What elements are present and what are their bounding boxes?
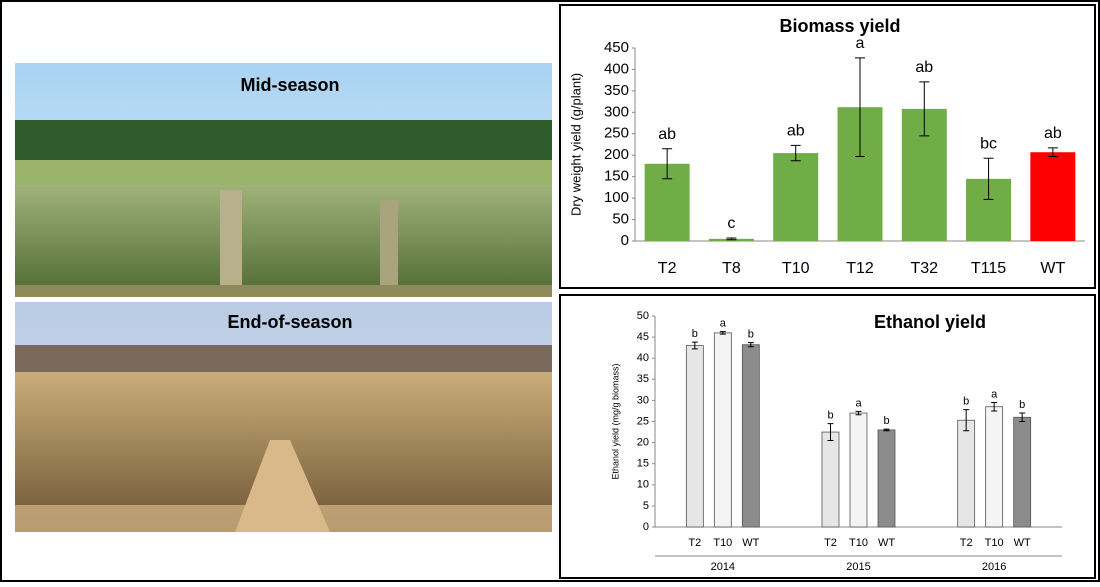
x-tick-label: T10 — [985, 537, 1004, 549]
bar — [714, 333, 731, 527]
x-group-label: 2016 — [982, 561, 1006, 573]
significance-label: b — [692, 328, 698, 340]
x-tick-label: WT — [878, 537, 895, 549]
photo-mid-season — [15, 63, 552, 297]
significance-label: b — [963, 396, 969, 408]
significance-label: c — [727, 215, 735, 232]
photo-end-of-season — [15, 302, 552, 532]
chart-title: Ethanol yield — [874, 312, 986, 332]
y-tick-label: 35 — [637, 373, 649, 385]
significance-label: a — [856, 35, 865, 52]
y-axis-label: Ethanol yield (mg/g biomass) — [610, 363, 620, 479]
figure: Mid-season End-of-season Biomass yield 0 5… — [0, 0, 1100, 582]
y-tick-label: 250 — [604, 125, 629, 142]
y-tick-label: 300 — [604, 103, 629, 120]
panel-border — [560, 5, 1095, 288]
photo-label: End-of-season — [227, 312, 352, 332]
y-axis-label: Dry weight yield (g/plant) — [568, 73, 583, 216]
bar — [686, 346, 703, 527]
significance-label: b — [748, 328, 754, 340]
x-tick-label: T2 — [960, 537, 973, 549]
y-tick-label: 40 — [637, 352, 649, 364]
bar — [1014, 417, 1031, 527]
significance-label: a — [855, 397, 862, 409]
y-tick-label: 20 — [637, 437, 649, 449]
y-tick-label: 50 — [612, 211, 629, 228]
x-group-label: 2015 — [846, 561, 870, 573]
x-tick-label: T32 — [910, 260, 938, 277]
x-tick-label: T2 — [824, 537, 837, 549]
y-tick-label: 0 — [643, 521, 649, 533]
y-tick-label: 10 — [637, 479, 649, 491]
x-tick-label: WT — [1014, 537, 1031, 549]
bar — [986, 407, 1003, 527]
significance-label: bc — [980, 135, 997, 152]
y-tick-label: 400 — [604, 60, 629, 77]
x-tick-label: T12 — [846, 260, 874, 277]
bar — [850, 413, 867, 527]
significance-label: a — [720, 318, 727, 330]
y-tick-label: 450 — [604, 39, 629, 56]
x-tick-label: T10 — [713, 537, 732, 549]
y-tick-label: 50 — [637, 310, 649, 322]
y-tick-label: 0 — [621, 232, 629, 249]
significance-label: b — [827, 410, 833, 422]
chart-title: Biomass yield — [779, 16, 900, 36]
x-tick-label: T115 — [971, 260, 1006, 277]
y-tick-label: 15 — [637, 458, 649, 470]
y-tick-label: 200 — [604, 146, 629, 163]
x-tick-label: T10 — [849, 537, 868, 549]
x-tick-label: WT — [1040, 260, 1065, 277]
x-tick-label: T2 — [688, 537, 701, 549]
bar — [878, 430, 895, 527]
significance-label: ab — [787, 123, 805, 140]
significance-label: ab — [658, 126, 676, 143]
y-tick-label: 350 — [604, 82, 629, 99]
y-tick-label: 25 — [637, 415, 649, 427]
x-tick-label: WT — [742, 537, 759, 549]
x-tick-label: T8 — [722, 260, 741, 277]
y-tick-label: 150 — [604, 168, 629, 185]
significance-label: ab — [915, 59, 933, 76]
x-tick-label: T10 — [782, 260, 810, 277]
significance-label: b — [883, 415, 889, 427]
photo-label: Mid-season — [240, 75, 339, 95]
bar — [742, 345, 759, 527]
x-tick-label: T2 — [658, 260, 677, 277]
y-tick-label: 30 — [637, 394, 649, 406]
significance-label: b — [1019, 399, 1025, 411]
significance-label: a — [991, 388, 998, 400]
bar — [773, 153, 818, 241]
y-tick-label: 45 — [637, 331, 649, 343]
x-group-label: 2014 — [711, 561, 735, 573]
bar — [822, 432, 839, 527]
bar — [958, 420, 975, 527]
y-tick-label: 100 — [604, 189, 629, 206]
significance-label: ab — [1044, 125, 1062, 142]
y-tick-label: 5 — [643, 500, 649, 512]
bar — [1030, 152, 1075, 241]
